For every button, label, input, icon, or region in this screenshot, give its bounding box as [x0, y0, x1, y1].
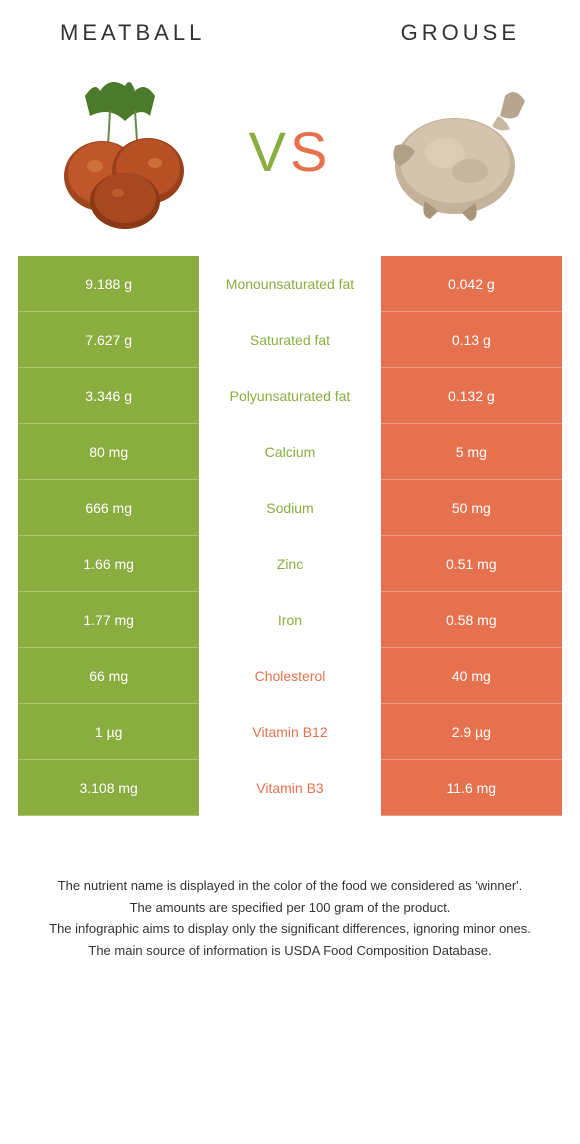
left-value: 66 mg — [18, 648, 199, 704]
nutrient-name: Polyunsaturated fat — [199, 368, 380, 424]
grouse-image — [370, 71, 540, 231]
right-value: 5 mg — [381, 424, 562, 480]
nutrient-name: Sodium — [199, 480, 380, 536]
nutrient-name: Saturated fat — [199, 312, 380, 368]
table-row: 3.346 gPolyunsaturated fat0.132 g — [18, 368, 562, 424]
left-value: 9.188 g — [18, 256, 199, 312]
right-value: 0.13 g — [381, 312, 562, 368]
comparison-table: 9.188 gMonounsaturated fat0.042 g7.627 g… — [0, 256, 580, 816]
right-value: 0.58 mg — [381, 592, 562, 648]
left-food-title: Meatball — [60, 20, 205, 46]
table-row: 1 µgVitamin B122.9 µg — [18, 704, 562, 760]
right-food-title: Grouse — [401, 20, 520, 46]
left-value: 3.346 g — [18, 368, 199, 424]
table-row: 9.188 gMonounsaturated fat0.042 g — [18, 256, 562, 312]
table-row: 80 mgCalcium5 mg — [18, 424, 562, 480]
nutrient-name: Iron — [199, 592, 380, 648]
footer-line-3: The infographic aims to display only the… — [30, 919, 550, 939]
table-row: 1.77 mgIron0.58 mg — [18, 592, 562, 648]
table-row: 3.108 mgVitamin B311.6 mg — [18, 760, 562, 816]
right-value: 0.132 g — [381, 368, 562, 424]
right-value: 0.51 mg — [381, 536, 562, 592]
left-value: 666 mg — [18, 480, 199, 536]
left-value: 3.108 mg — [18, 760, 199, 816]
footer-line-2: The amounts are specified per 100 gram o… — [30, 898, 550, 918]
footer-notes: The nutrient name is displayed in the co… — [0, 816, 580, 982]
footer-line-4: The main source of information is USDA F… — [30, 941, 550, 961]
meatball-image — [40, 71, 210, 231]
nutrient-name: Zinc — [199, 536, 380, 592]
vs-section: VS — [0, 56, 580, 256]
nutrient-name: Calcium — [199, 424, 380, 480]
right-value: 0.042 g — [381, 256, 562, 312]
left-value: 80 mg — [18, 424, 199, 480]
left-value: 1.66 mg — [18, 536, 199, 592]
table-row: 7.627 gSaturated fat0.13 g — [18, 312, 562, 368]
left-value: 1.77 mg — [18, 592, 199, 648]
table-row: 1.66 mgZinc0.51 mg — [18, 536, 562, 592]
vs-s: S — [290, 119, 331, 184]
nutrient-name: Vitamin B3 — [199, 760, 380, 816]
vs-v: V — [249, 119, 290, 184]
vs-label: VS — [249, 119, 332, 184]
header: Meatball Grouse — [0, 0, 580, 56]
nutrient-name: Monounsaturated fat — [199, 256, 380, 312]
left-value: 7.627 g — [18, 312, 199, 368]
right-value: 11.6 mg — [381, 760, 562, 816]
footer-line-1: The nutrient name is displayed in the co… — [30, 876, 550, 896]
nutrient-name: Cholesterol — [199, 648, 380, 704]
nutrient-name: Vitamin B12 — [199, 704, 380, 760]
right-value: 40 mg — [381, 648, 562, 704]
right-value: 50 mg — [381, 480, 562, 536]
left-value: 1 µg — [18, 704, 199, 760]
table-row: 666 mgSodium50 mg — [18, 480, 562, 536]
right-value: 2.9 µg — [381, 704, 562, 760]
table-row: 66 mgCholesterol40 mg — [18, 648, 562, 704]
